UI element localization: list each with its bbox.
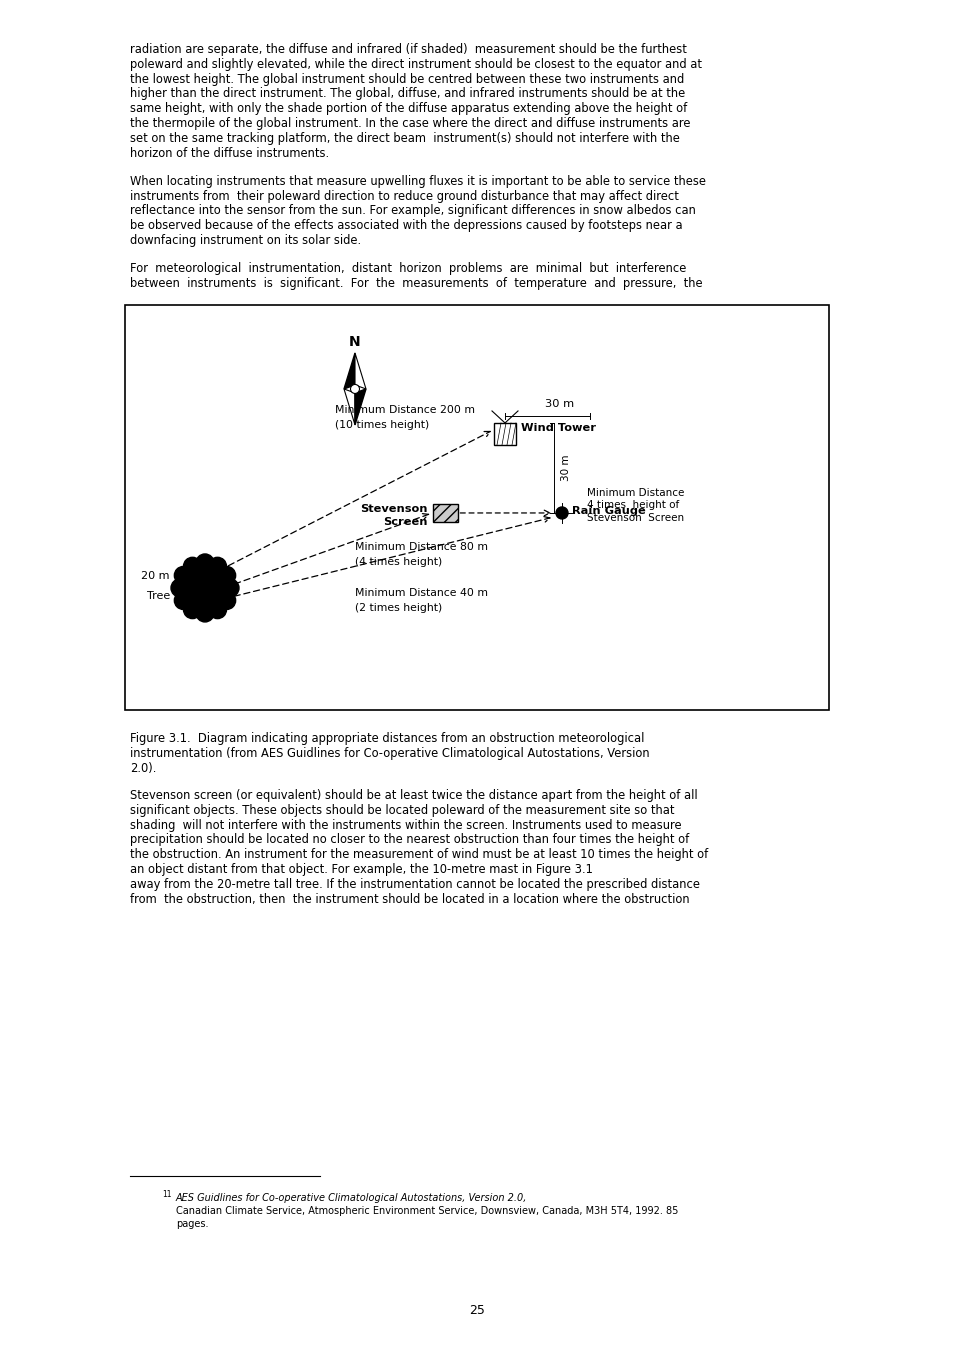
Polygon shape [344, 353, 355, 390]
Circle shape [174, 566, 193, 585]
Circle shape [217, 566, 235, 585]
Bar [494, 423, 516, 445]
Text: (4 times height): (4 times height) [355, 557, 442, 568]
Text: Minimum Distance 80 m: Minimum Distance 80 m [355, 542, 488, 551]
Text: poleward and slightly elevated, while the direct instrument should be closest to: poleward and slightly elevated, while th… [130, 58, 701, 71]
Text: reflectance into the sensor from the sun. For example, significant differences i: reflectance into the sensor from the sun… [130, 205, 695, 217]
Text: Minimum Distance
4 times  height of
Stevenson  Screen: Minimum Distance 4 times height of Steve… [586, 488, 683, 523]
Text: away from the 20-metre tall tree. If the instrumentation cannot be located the p: away from the 20-metre tall tree. If the… [130, 878, 700, 891]
Circle shape [350, 384, 359, 394]
Text: 30 m: 30 m [560, 454, 571, 481]
Text: from  the obstruction, then  the instrument should be located in a location wher: from the obstruction, then the instrumen… [130, 892, 689, 906]
Text: Stevenson screen (or equivalent) should be at least twice the distance apart fro: Stevenson screen (or equivalent) should … [130, 789, 697, 802]
Circle shape [195, 554, 213, 572]
Text: 30 m: 30 m [545, 399, 574, 408]
Text: Minimum Distance 200 m: Minimum Distance 200 m [335, 404, 475, 415]
Text: horizon of the diffuse instruments.: horizon of the diffuse instruments. [130, 147, 329, 159]
Text: Tree: Tree [147, 590, 170, 601]
Text: Wind Tower: Wind Tower [520, 423, 596, 433]
Polygon shape [355, 390, 366, 425]
Text: (2 times height): (2 times height) [355, 603, 442, 613]
Text: Rain Gauge: Rain Gauge [572, 506, 645, 516]
Bar [125, 305, 828, 710]
Text: Minimum Distance 40 m: Minimum Distance 40 m [355, 588, 488, 599]
Text: significant objects. These objects should be located poleward of the measurement: significant objects. These objects shoul… [130, 803, 674, 817]
Polygon shape [344, 390, 355, 425]
Circle shape [183, 601, 201, 619]
Text: Stevenson: Stevenson [359, 504, 427, 514]
Circle shape [221, 578, 239, 597]
Circle shape [171, 578, 189, 597]
Text: For  meteorological  instrumentation,  distant  horizon  problems  are  minimal : For meteorological instrumentation, dist… [130, 262, 685, 275]
Text: the obstruction. An instrument for the measurement of wind must be at least 10 t: the obstruction. An instrument for the m… [130, 848, 707, 861]
Text: When locating instruments that measure upwelling fluxes it is important to be ab: When locating instruments that measure u… [130, 175, 705, 187]
Text: downfacing instrument on its solar side.: downfacing instrument on its solar side. [130, 235, 361, 247]
Text: 25: 25 [469, 1304, 484, 1317]
Text: the thermopile of the global instrument. In the case where the direct and diffus: the thermopile of the global instrument.… [130, 117, 690, 129]
Bar [432, 504, 457, 522]
Circle shape [174, 592, 193, 609]
Text: the lowest height. The global instrument should be centred between these two ins: the lowest height. The global instrument… [130, 73, 683, 86]
Text: Canadian Climate Service, Atmospheric Environment Service, Downsview, Canada, M3: Canadian Climate Service, Atmospheric En… [175, 1206, 678, 1216]
Circle shape [556, 507, 567, 519]
Text: radiation are separate, the diffuse and infrared (if shaded)  measurement should: radiation are separate, the diffuse and … [130, 43, 686, 57]
Text: instrumentation (from AES Guidlines for Co-operative Climatological Autostations: instrumentation (from AES Guidlines for … [130, 747, 649, 760]
Text: precipitation should be located no closer to the nearest obstruction than four t: precipitation should be located no close… [130, 833, 688, 847]
Text: N: N [349, 334, 360, 349]
Text: higher than the direct instrument. The global, diffuse, and infrared instruments: higher than the direct instrument. The g… [130, 88, 684, 100]
Text: 2.0).: 2.0). [130, 762, 156, 775]
Text: set on the same tracking platform, the direct beam  instrument(s) should not int: set on the same tracking platform, the d… [130, 132, 679, 144]
Text: Figure 3.1.  Diagram indicating appropriate distances from an obstruction meteor: Figure 3.1. Diagram indicating appropria… [130, 732, 643, 745]
Text: (10 times height): (10 times height) [335, 421, 429, 430]
Text: Screen: Screen [382, 516, 427, 527]
Text: 11: 11 [162, 1190, 172, 1198]
Circle shape [174, 558, 234, 617]
Text: shading  will not interfere with the instruments within the screen. Instruments : shading will not interfere with the inst… [130, 818, 680, 832]
Text: same height, with only the shade portion of the diffuse apparatus extending abov: same height, with only the shade portion… [130, 102, 686, 115]
Circle shape [209, 601, 226, 619]
Circle shape [217, 592, 235, 609]
Circle shape [183, 557, 201, 576]
Text: be observed because of the effects associated with the depressions caused by foo: be observed because of the effects assoc… [130, 220, 682, 232]
Text: instruments from  their poleward direction to reduce ground disturbance that may: instruments from their poleward directio… [130, 190, 679, 202]
Polygon shape [355, 353, 366, 390]
Text: between  instruments  is  significant.  For  the  measurements  of  temperature : between instruments is significant. For … [130, 276, 702, 290]
Circle shape [195, 604, 213, 621]
Text: 20 m: 20 m [141, 572, 170, 581]
Text: AES Guidlines for Co-operative Climatological Autostations, Version 2.0,: AES Guidlines for Co-operative Climatolo… [175, 1193, 527, 1202]
Circle shape [209, 557, 226, 576]
Text: pages.: pages. [175, 1219, 209, 1229]
Text: an object distant from that object. For example, the 10-metre mast in Figure 3.1: an object distant from that object. For … [130, 863, 592, 876]
